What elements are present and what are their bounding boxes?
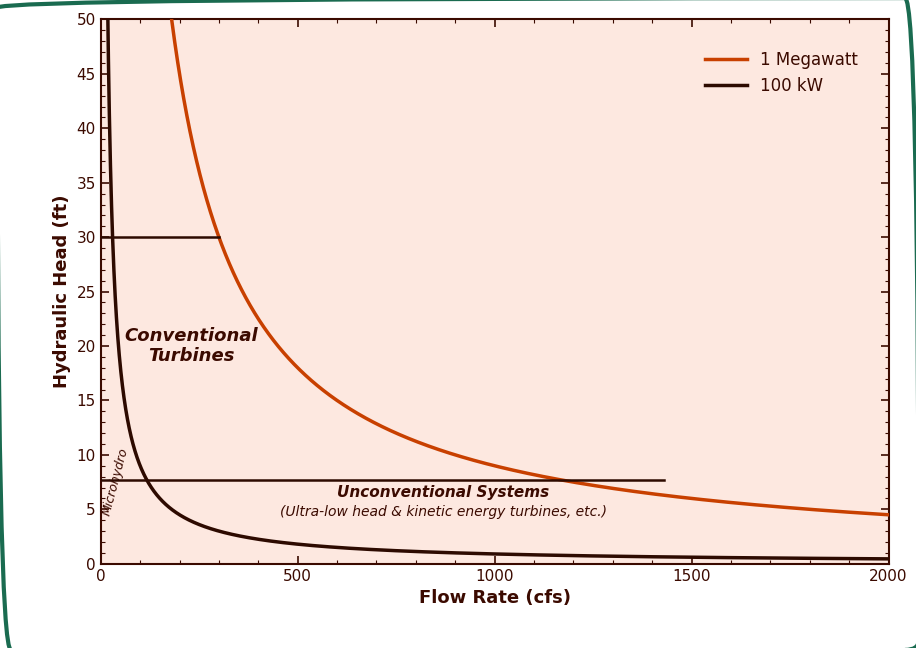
Text: Microhydro: Microhydro <box>101 446 131 518</box>
Text: Conventional
Turbines: Conventional Turbines <box>125 327 258 365</box>
Text: Unconventional Systems: Unconventional Systems <box>337 485 550 500</box>
X-axis label: Flow Rate (cfs): Flow Rate (cfs) <box>419 589 571 607</box>
Legend: 1 Megawatt, 100 kW: 1 Megawatt, 100 kW <box>698 44 865 102</box>
Y-axis label: Hydraulic Head (ft): Hydraulic Head (ft) <box>53 195 71 388</box>
Text: (Ultra-low head & kinetic energy turbines, etc.): (Ultra-low head & kinetic energy turbine… <box>280 505 607 518</box>
